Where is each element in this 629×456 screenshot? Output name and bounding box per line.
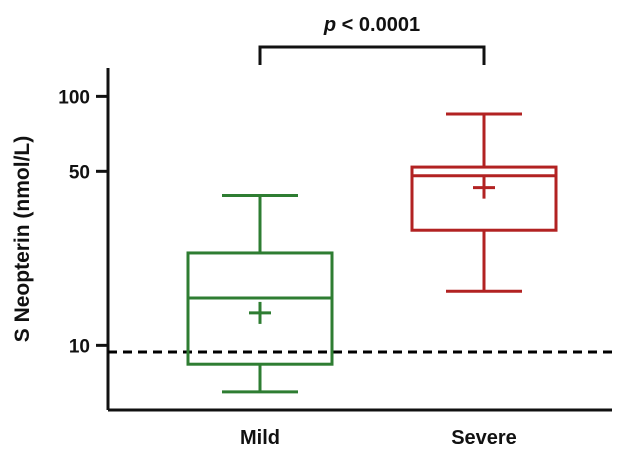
y-tick-label: 100	[58, 87, 90, 108]
axes	[108, 68, 612, 410]
y-tick-label: 10	[69, 336, 90, 357]
box-severe	[412, 114, 556, 291]
p-symbol: p	[323, 14, 336, 36]
significance-annotation: p < 0.0001	[260, 14, 484, 65]
significance-label: p < 0.0001	[323, 14, 420, 36]
x-category-labels: Mild Severe	[240, 427, 517, 449]
p-value: < 0.0001	[336, 14, 420, 36]
boxes	[188, 114, 556, 392]
significance-bracket	[260, 47, 484, 65]
box-mild	[188, 195, 332, 391]
y-ticks: 10 50 100	[58, 87, 108, 357]
x-category-label: Severe	[451, 427, 517, 449]
y-axis-title: S Neopterin (nmol/L)	[11, 136, 34, 343]
y-tick-label: 50	[69, 162, 90, 183]
x-category-label: Mild	[240, 427, 280, 449]
